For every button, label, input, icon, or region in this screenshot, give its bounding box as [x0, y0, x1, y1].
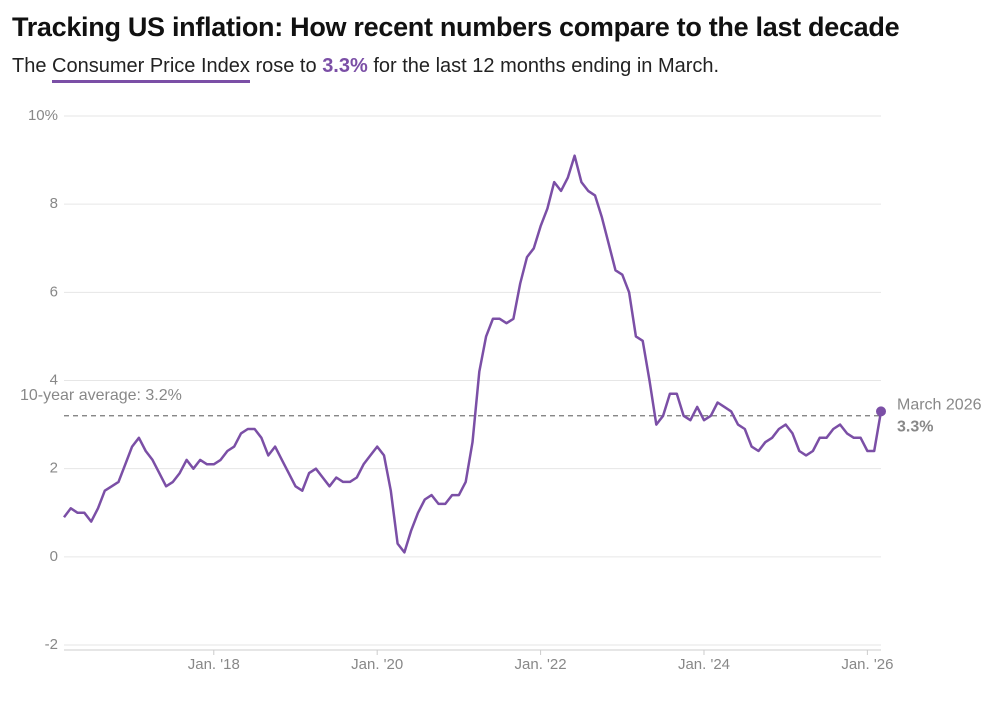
x-tick-label: Jan. '18: [188, 656, 240, 673]
x-tick-label: Jan. '22: [515, 656, 567, 673]
subtitle-text: The: [12, 55, 47, 77]
subtitle: The Consumer Price Index rose to 3.3% fo…: [12, 55, 720, 83]
x-tick-label: Jan. '20: [351, 656, 403, 673]
end-point: [876, 406, 886, 417]
y-tick-label: -2: [45, 636, 58, 653]
end-label: March 2026: [897, 397, 982, 414]
y-tick-label: 10%: [28, 107, 58, 124]
subtitle-text: rose to: [255, 55, 317, 77]
subtitle-text: for the last 12 months ending in March.: [373, 55, 720, 77]
chart-title: Tracking US inflation: How recent number…: [12, 12, 900, 42]
y-tick-label: 6: [50, 283, 58, 300]
subtitle-highlight: 3.3%: [322, 55, 368, 77]
subtitle-link[interactable]: Consumer Price Index: [52, 55, 250, 83]
average-label: 10-year average: 3.2%: [20, 387, 182, 404]
y-tick-label: 4: [50, 371, 58, 388]
end-value-label: 3.3%: [897, 419, 933, 436]
line: [63, 154, 883, 554]
y-tick-label: 2: [50, 460, 58, 477]
x-tick-label: Jan. '26: [841, 656, 893, 673]
y-tick-label: 8: [50, 195, 58, 212]
x-tick-label: Jan. '24: [678, 656, 730, 673]
y-tick-label: 0: [50, 548, 58, 565]
